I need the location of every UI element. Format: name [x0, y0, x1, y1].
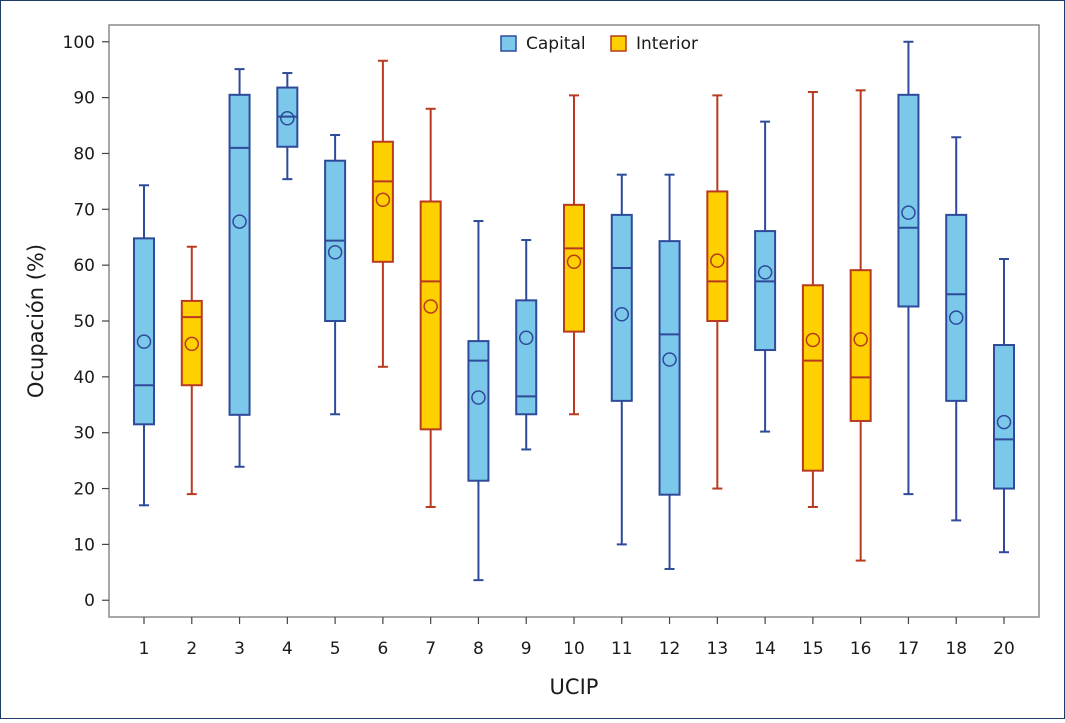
y-tick-label-50: 50 [73, 312, 95, 332]
iqr-box-ucip-9 [515, 299, 538, 416]
mean-marker-ucip-15 [805, 332, 821, 348]
y-tick-label-0: 0 [84, 591, 95, 611]
mean-marker-ucip-17 [901, 205, 916, 220]
x-tick-label-1: 1 [139, 639, 150, 659]
legend-swatch-interior [610, 35, 627, 52]
x-tick-label-3: 3 [234, 639, 245, 659]
x-tick-label-2: 2 [186, 639, 197, 659]
legend: Capital Interior [500, 34, 698, 54]
box-ucip-13 [706, 94, 729, 490]
y-tick-label-90: 90 [73, 89, 95, 109]
boxes-layer [133, 40, 1015, 582]
y-tick-label-40: 40 [73, 368, 95, 388]
iqr-box-ucip-1 [133, 237, 155, 426]
x-tick-label-16: 16 [850, 639, 872, 659]
iqr-box-ucip-6 [371, 140, 394, 263]
y-tick-label-80: 80 [73, 144, 95, 164]
box-ucip-3 [228, 68, 251, 468]
x-tick-label-15: 15 [802, 639, 824, 659]
box-ucip-20 [993, 258, 1015, 554]
box-ucip-9 [515, 239, 538, 451]
mean-marker-ucip-11 [614, 307, 630, 322]
y-tick-label-70: 70 [73, 200, 95, 220]
y-axis: 0 10 20 30 40 50 60 70 80 90 100 [63, 33, 109, 611]
x-tick-label-5: 5 [330, 639, 341, 659]
iqr-box-ucip-12 [658, 240, 681, 496]
y-tick-label-60: 60 [73, 256, 95, 276]
legend-label-interior: Interior [636, 34, 698, 54]
x-tick-label-13: 13 [707, 639, 729, 659]
box-ucip-12 [658, 173, 681, 570]
x-axis: 1 2 3 4 5 6 7 8 9 10 11 12 13 14 15 16 17 18 20 [139, 617, 1015, 659]
iqr-box-ucip-20 [993, 344, 1015, 490]
iqr-box-ucip-18 [945, 213, 968, 402]
box-ucip-1 [133, 184, 155, 507]
box-ucip-6 [371, 59, 394, 368]
x-tick-label-14: 14 [754, 639, 776, 659]
mean-marker-ucip-7 [423, 299, 438, 314]
iqr-box-ucip-15 [801, 284, 824, 472]
mean-marker-ucip-4 [280, 111, 295, 126]
box-ucip-11 [610, 173, 633, 546]
y-tick-label-100: 100 [63, 33, 95, 53]
x-axis-title: UCIP [550, 675, 599, 699]
box-ucip-2 [180, 245, 203, 496]
x-tick-label-9: 9 [521, 639, 532, 659]
x-tick-label-18: 18 [945, 639, 967, 659]
iqr-box-ucip-14 [754, 230, 777, 352]
box-ucip-15 [801, 91, 824, 508]
mean-marker-ucip-1 [136, 334, 152, 349]
mean-marker-ucip-16 [853, 332, 868, 347]
mean-marker-ucip-3 [232, 214, 247, 229]
y-tick-label-20: 20 [73, 480, 95, 500]
iqr-box-ucip-3 [228, 93, 251, 416]
x-tick-label-17: 17 [898, 639, 920, 659]
x-tick-label-12: 12 [659, 639, 681, 659]
box-ucip-8 [467, 220, 490, 582]
box-ucip-7 [419, 107, 442, 508]
box-ucip-5 [324, 134, 347, 416]
mean-marker-ucip-10 [566, 254, 582, 270]
box-ucip-16 [849, 89, 872, 562]
mean-marker-ucip-18 [948, 310, 964, 325]
box-ucip-10 [563, 94, 585, 416]
iqr-box-ucip-17 [897, 93, 920, 308]
box-ucip-18 [945, 136, 968, 522]
y-axis-title: Ocupación (%) [24, 244, 48, 398]
mean-marker-ucip-6 [375, 192, 391, 208]
iqr-box-ucip-8 [467, 340, 490, 482]
mean-marker-ucip-12 [662, 352, 677, 367]
x-tick-label-11: 11 [611, 639, 633, 659]
y-tick-label-10: 10 [73, 535, 95, 555]
x-tick-label-7: 7 [425, 639, 436, 659]
box-ucip-4 [276, 72, 299, 181]
x-tick-label-10: 10 [563, 639, 585, 659]
x-tick-label-8: 8 [473, 639, 484, 659]
box-ucip-14 [754, 120, 777, 433]
x-tick-label-6: 6 [377, 639, 388, 659]
mean-marker-ucip-20 [996, 414, 1012, 430]
x-tick-label-4: 4 [282, 639, 293, 659]
mean-marker-ucip-8 [471, 390, 486, 405]
iqr-box-ucip-2 [180, 299, 203, 387]
legend-label-capital: Capital [526, 34, 586, 54]
mean-marker-ucip-14 [757, 265, 773, 280]
iqr-box-ucip-7 [419, 200, 442, 431]
box-ucip-17 [897, 40, 920, 496]
legend-swatch-capital [500, 35, 517, 52]
x-tick-label-20: 20 [993, 639, 1015, 659]
mean-marker-ucip-13 [710, 253, 725, 268]
mean-marker-ucip-9 [518, 330, 534, 346]
y-tick-label-30: 30 [73, 424, 95, 444]
mean-marker-ucip-5 [327, 245, 343, 260]
iqr-box-ucip-13 [706, 190, 729, 322]
mean-marker-ucip-2 [184, 336, 200, 352]
